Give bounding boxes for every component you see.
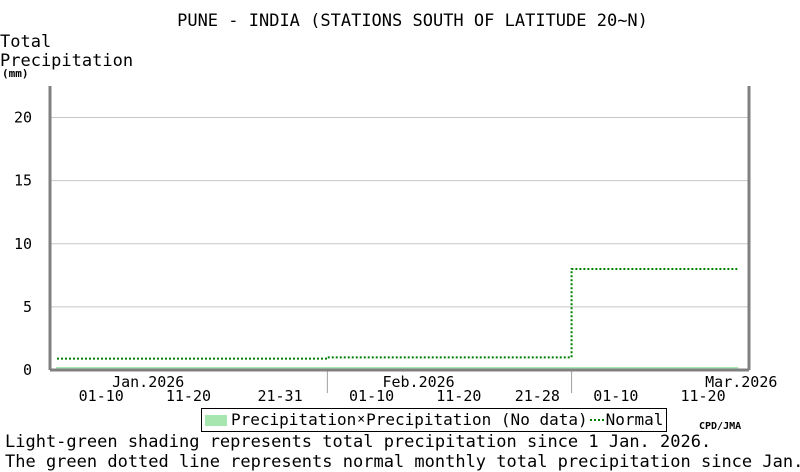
y-axis-label-precipitation: Precipitation — [0, 51, 134, 71]
x-period-label-3: 01-10 — [349, 387, 394, 405]
legend-normal-swatch — [589, 419, 604, 421]
y-tick-label-10: 10 — [14, 235, 32, 253]
footnote-shading: Light-green shading represents total pre… — [5, 432, 712, 452]
y-tick-label-20: 20 — [14, 109, 32, 127]
normal-line — [57, 268, 738, 360]
legend-nodata-marker-icon: × — [357, 412, 366, 427]
y-tick-label-15: 15 — [14, 172, 32, 190]
footnote-normal-line: The green dotted line represents normal … — [5, 452, 800, 472]
x-period-label-7: 11-20 — [680, 387, 725, 405]
y-axis-label-total: Total — [0, 32, 52, 52]
x-period-label-4: 11-20 — [436, 387, 481, 405]
legend-precipitation-swatch — [205, 414, 227, 426]
x-period-label-6: 01-10 — [593, 387, 638, 405]
chart-title: PUNE - INDIA (STATIONS SOUTH OF LATITUDE… — [177, 11, 648, 31]
x-month-label-1: Feb.2026 — [382, 373, 454, 391]
x-period-label-0: 01-10 — [79, 387, 124, 405]
y-tick-label-0: 0 — [23, 361, 32, 379]
chart-legend: Precipitation × Precipitation (No data) … — [201, 408, 668, 432]
y-tick-label-5: 5 — [23, 298, 32, 316]
legend-normal-label: Normal — [605, 410, 664, 429]
x-period-label-5: 21-28 — [515, 387, 560, 405]
x-month-label-2: Mar.2026 — [705, 373, 777, 391]
legend-precipitation-label: Precipitation — [231, 410, 357, 429]
x-month-label-0: Jan.2026 — [112, 373, 184, 391]
x-period-label-2: 21-31 — [257, 387, 302, 405]
credit-label: CPD/JMA — [699, 421, 742, 432]
legend-nodata-label: Precipitation (No data) — [366, 410, 588, 429]
x-period-label-1: 11-20 — [166, 387, 211, 405]
y-axis-unit: (mm) — [2, 67, 29, 80]
